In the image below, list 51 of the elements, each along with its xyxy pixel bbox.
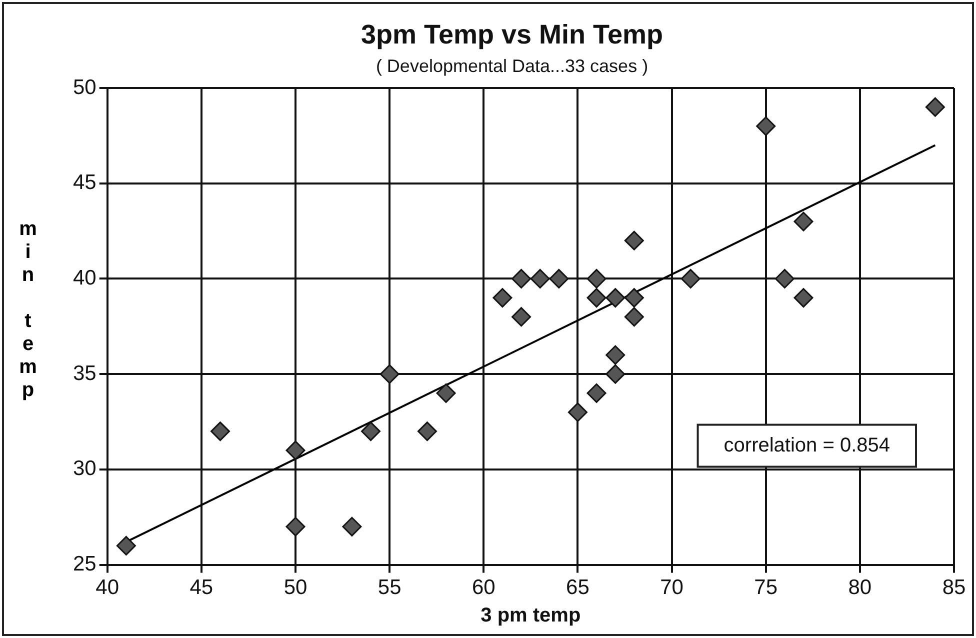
point	[680, 268, 700, 288]
x-tick-label: 50	[284, 576, 308, 600]
y-tick-label: 35	[73, 362, 96, 385]
point	[549, 268, 569, 288]
y-tick-label: 40	[73, 266, 96, 290]
x-tick-label: 65	[566, 576, 590, 600]
x-tick-label: 75	[754, 576, 778, 600]
x-tick-label: 60	[472, 576, 496, 600]
point	[586, 288, 606, 308]
x-tick-label: 40	[96, 576, 120, 600]
point	[210, 422, 230, 442]
point	[624, 230, 644, 250]
x-axis-title: 3 pm temp	[480, 604, 581, 627]
point	[568, 402, 588, 422]
point	[530, 268, 550, 288]
point	[361, 422, 381, 442]
chart-title: 3pm Temp vs Min Temp	[360, 20, 664, 50]
y-tick-label: 45	[73, 171, 96, 194]
y-tick-label: 30	[73, 457, 96, 480]
point	[286, 516, 306, 536]
point	[624, 288, 644, 308]
x-tick-label: 85	[942, 576, 966, 600]
y-tick-label: 50	[73, 76, 96, 99]
point	[756, 116, 776, 136]
point	[586, 383, 606, 403]
point	[606, 288, 626, 308]
chart-subtitle: ( Developmental Data...33 cases )	[376, 56, 648, 76]
point	[794, 288, 814, 308]
x-tick-label: 55	[378, 576, 402, 600]
x-tick-label: 45	[190, 576, 214, 600]
point	[624, 307, 644, 327]
point	[925, 97, 945, 117]
point	[286, 440, 306, 460]
point	[492, 288, 512, 308]
point	[116, 536, 136, 556]
point	[606, 345, 626, 365]
y-tick-label: 25	[73, 552, 96, 576]
point	[586, 268, 606, 288]
point	[380, 364, 400, 384]
y-axis-title: min temp	[17, 218, 39, 402]
point	[512, 307, 532, 327]
x-tick-label: 80	[848, 576, 872, 600]
point	[794, 212, 814, 232]
point	[417, 422, 437, 442]
x-tick-label: 70	[660, 576, 684, 600]
point	[606, 364, 626, 384]
point	[512, 268, 532, 288]
annotation: correlation = 0.854	[724, 434, 890, 456]
point	[774, 268, 794, 288]
point	[436, 383, 456, 403]
point	[342, 516, 362, 536]
